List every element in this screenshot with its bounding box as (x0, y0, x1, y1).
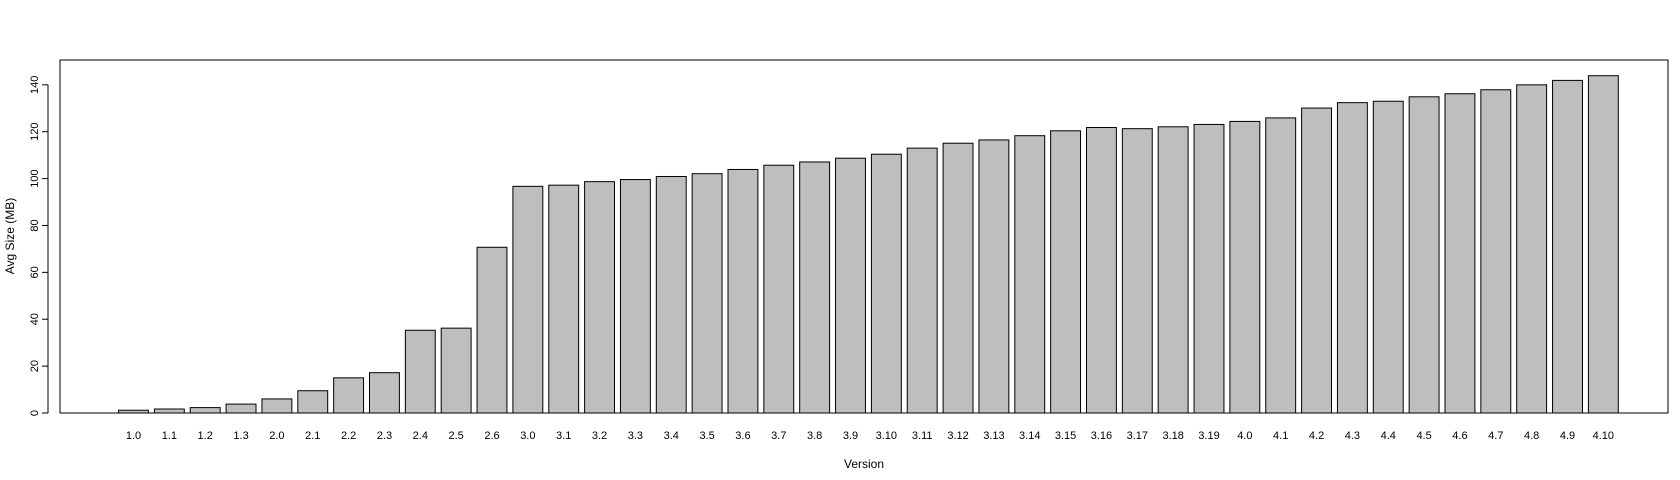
x-tick-label: 3.1 (556, 430, 571, 442)
bar-4.0 (1229, 120, 1261, 414)
x-tick-label: 4.10 (1593, 430, 1614, 442)
bar-3.10 (870, 153, 902, 414)
bar-3.19 (1193, 123, 1225, 414)
x-tick-label: 4.1 (1273, 430, 1288, 442)
x-tick-label: 2.2 (341, 430, 356, 442)
bar-4.5 (1408, 96, 1440, 414)
bar-3.11 (906, 147, 938, 414)
bar-4.10 (1587, 75, 1619, 414)
x-tick-label: 4.9 (1560, 430, 1575, 442)
x-tick-label: 1.3 (233, 430, 248, 442)
y-tick-label: 80 (29, 219, 41, 231)
bar-3.12 (942, 142, 974, 414)
y-axis-title: Avg Size (MB) (3, 198, 17, 274)
bar-3.13 (978, 139, 1010, 414)
x-tick-label: 3.13 (983, 430, 1004, 442)
bar-4.7 (1480, 89, 1512, 414)
bar-3.4 (655, 175, 687, 414)
bar-3.15 (1050, 130, 1082, 414)
x-tick-label: 4.2 (1309, 430, 1324, 442)
bar-4.1 (1265, 117, 1297, 414)
x-tick-label: 3.9 (843, 430, 858, 442)
bar-3.14 (1014, 135, 1046, 414)
bar-3.9 (835, 157, 866, 414)
x-tick-label: 3.16 (1091, 430, 1112, 442)
x-tick-label: 3.3 (628, 430, 643, 442)
bar-2.4 (404, 329, 436, 414)
bars-group (118, 75, 1619, 414)
bar-1.3 (225, 403, 257, 414)
bar-3.16 (1086, 127, 1117, 414)
bar-3.7 (763, 164, 795, 414)
x-tick-label: 3.14 (1019, 430, 1040, 442)
y-tick-label: 20 (29, 360, 41, 372)
bar-3.5 (691, 173, 723, 414)
y-tick-label: 120 (29, 123, 41, 141)
x-tick-label: 4.6 (1452, 430, 1467, 442)
x-tick-label: 2.4 (413, 430, 428, 442)
x-tick-label: 4.3 (1345, 430, 1360, 442)
y-tick-label: 100 (29, 169, 41, 187)
bar-3.6 (727, 168, 759, 414)
x-tick-label: 3.11 (912, 430, 933, 442)
bar-4.2 (1301, 107, 1332, 414)
x-tick-label: 3.10 (876, 430, 897, 442)
x-tick-label: 3.17 (1127, 430, 1148, 442)
x-tick-label: 3.6 (735, 430, 750, 442)
y-tick-label: 60 (29, 266, 41, 278)
y-tick-label: 0 (29, 410, 41, 416)
x-tick-label: 3.5 (699, 430, 714, 442)
x-tick-label: 2.6 (484, 430, 499, 442)
y-axis: 0 20 40 60 80 100 120 140 (29, 76, 49, 416)
bar-3.18 (1157, 126, 1189, 414)
x-axis-title: Version (844, 457, 884, 471)
bar-3.0 (512, 185, 544, 414)
x-tick-label: 2.3 (377, 430, 392, 442)
x-tick-label: 1.1 (162, 430, 177, 442)
x-tick-label: 4.8 (1524, 430, 1539, 442)
x-tick-label: 3.8 (807, 430, 822, 442)
bar-1.2 (189, 407, 221, 414)
x-tick-label: 4.0 (1237, 430, 1252, 442)
bar-4.4 (1372, 100, 1404, 414)
x-tick-label: 1.0 (126, 430, 141, 442)
x-tick-label: 4.7 (1488, 430, 1503, 442)
x-tick-label: 3.15 (1055, 430, 1076, 442)
bar-1.1 (153, 408, 185, 414)
bar-4.8 (1516, 84, 1548, 414)
x-tick-label: 3.18 (1162, 430, 1183, 442)
bar-4.3 (1336, 102, 1368, 414)
bar-2.0 (261, 398, 293, 414)
bar-3.1 (548, 184, 580, 414)
x-tick-label: 3.4 (664, 430, 679, 442)
x-tick-label: 3.7 (771, 430, 786, 442)
y-tick-label: 40 (29, 313, 41, 325)
x-tick-label: 3.19 (1198, 430, 1219, 442)
x-tick-labels: 1.0 1.1 1.2 1.3 2.0 2.1 2.2 2.3 2.4 2.5 2.6 3.0 3.1 3… (126, 430, 1614, 442)
bar-3.2 (584, 181, 615, 414)
bar-1.0 (118, 409, 149, 414)
x-tick-label: 4.4 (1381, 430, 1396, 442)
bar-4.9 (1552, 79, 1583, 414)
bar-3.17 (1121, 128, 1153, 414)
y-tick-label: 140 (29, 76, 41, 94)
x-tick-label: 3.0 (520, 430, 535, 442)
bar-2.3 (369, 372, 400, 414)
bar-4.6 (1444, 93, 1476, 414)
bar-2.2 (333, 377, 365, 414)
x-tick-label: 2.0 (269, 430, 284, 442)
bar-3.3 (619, 179, 651, 414)
x-tick-label: 3.2 (592, 430, 607, 442)
x-tick-label: 2.5 (449, 430, 464, 442)
bar-2.6 (476, 246, 508, 414)
bar-2.1 (297, 390, 329, 414)
x-tick-label: 3.12 (947, 430, 968, 442)
x-tick-label: 4.5 (1416, 430, 1431, 442)
x-tick-label: 1.2 (198, 430, 213, 442)
x-tick-label: 2.1 (305, 430, 320, 442)
bar-3.8 (799, 161, 831, 414)
bar-2.5 (440, 327, 472, 414)
